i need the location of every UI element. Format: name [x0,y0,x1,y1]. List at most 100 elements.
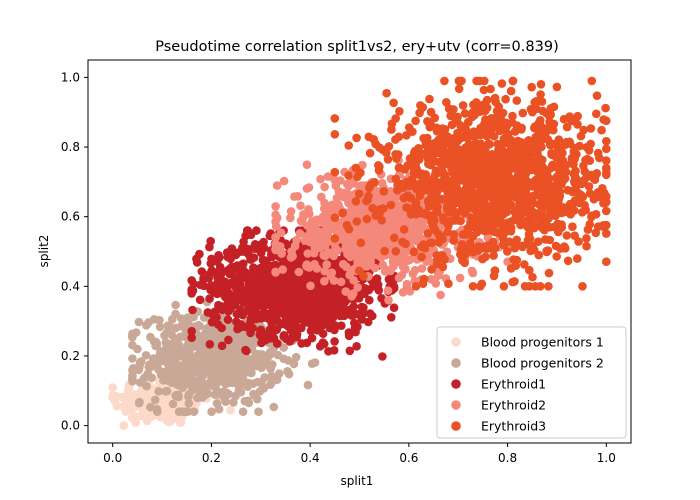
scatter-point [472,76,481,86]
scatter-point [162,386,172,396]
scatter-point [171,300,180,310]
scatter-point [411,222,420,231]
scatter-point [481,106,490,115]
scatter-point [146,402,155,412]
scatter-point [312,324,322,334]
scatter-point [162,328,172,337]
scatter-point [410,265,420,275]
scatter-point [457,199,467,208]
scatter-point [287,247,296,256]
scatter-point [236,305,245,314]
scatter-point [344,198,353,208]
scatter-point [331,243,340,253]
y-tick-label: 0.8 [61,140,80,154]
scatter-point [382,88,391,98]
scatter-point [284,369,294,379]
scatter-point [546,104,556,113]
scatter-point [341,287,351,296]
scatter-point [409,148,419,158]
scatter-point [242,357,252,366]
scatter-point [368,203,377,213]
scatter-point [403,256,412,266]
scatter-point [379,187,389,196]
scatter-point [398,250,408,260]
scatter-point [411,282,421,291]
scatter-point [231,391,240,401]
scatter-point [570,154,579,164]
scatter-point [129,390,138,399]
scatter-point [167,378,176,388]
scatter-point [549,119,559,129]
scatter-point [258,361,268,371]
scatter-point [486,84,495,94]
scatter-point [391,219,401,228]
scatter-point [473,106,483,115]
scatter-point [511,193,520,202]
scatter-point [578,282,587,291]
scatter-point [307,217,317,226]
scatter-point [320,182,329,192]
scatter-point [323,172,333,181]
scatter-point [366,180,375,190]
scatter-point [522,196,532,205]
legend-marker [451,358,461,368]
scatter-point [283,356,293,365]
x-tick-label: 0.2 [202,451,221,465]
scatter-point [129,411,139,421]
scatter-point [320,276,329,286]
scatter-point [601,198,610,207]
scatter-point [352,342,361,351]
scatter-point [573,111,582,121]
scatter-point [498,230,507,239]
scatter-point [489,251,498,260]
scatter-point [399,225,409,234]
scatter-point [547,192,557,202]
scatter-point [320,198,329,208]
scatter-point [197,267,207,276]
scatter-point [183,407,192,417]
scatter-point [587,76,597,86]
scatter-point [245,298,255,308]
scatter-point [402,177,412,187]
scatter-point [382,221,391,231]
scatter-point [541,235,550,244]
scatter-point [128,332,137,342]
scatter-point [249,353,259,363]
scatter-point [434,238,444,247]
y-tick-label: 0.6 [61,210,80,224]
scatter-point [436,290,445,300]
scatter-point [276,297,286,306]
scatter-point [108,383,117,392]
scatter-point [394,163,404,173]
scatter-point [357,302,367,312]
scatter-point [327,302,336,312]
scatter-point [365,148,375,158]
scatter-point [274,274,284,284]
legend-label: Erythroid2 [481,398,546,413]
scatter-point [557,223,566,232]
scatter-point [305,237,315,247]
scatter-point [315,313,324,323]
scatter-point [584,182,594,191]
scatter-point [353,283,363,292]
scatter-point [243,306,253,316]
scatter-point [497,144,507,153]
scatter-point [356,257,365,266]
scatter-point [215,262,225,272]
scatter-point [134,317,144,327]
scatter-point [308,301,318,310]
scatter-point [537,127,547,137]
scatter-point [552,172,561,182]
scatter-point [562,231,572,240]
scatter-point [586,124,596,133]
x-axis-label: split1 [341,474,374,488]
scatter-point [526,204,535,214]
scatter-point [399,193,409,203]
scatter-point [463,147,473,157]
scatter-point [467,222,477,232]
scatter-point [205,294,214,303]
scatter-point [374,161,383,170]
scatter-point [245,321,254,331]
scatter-point [568,222,577,231]
